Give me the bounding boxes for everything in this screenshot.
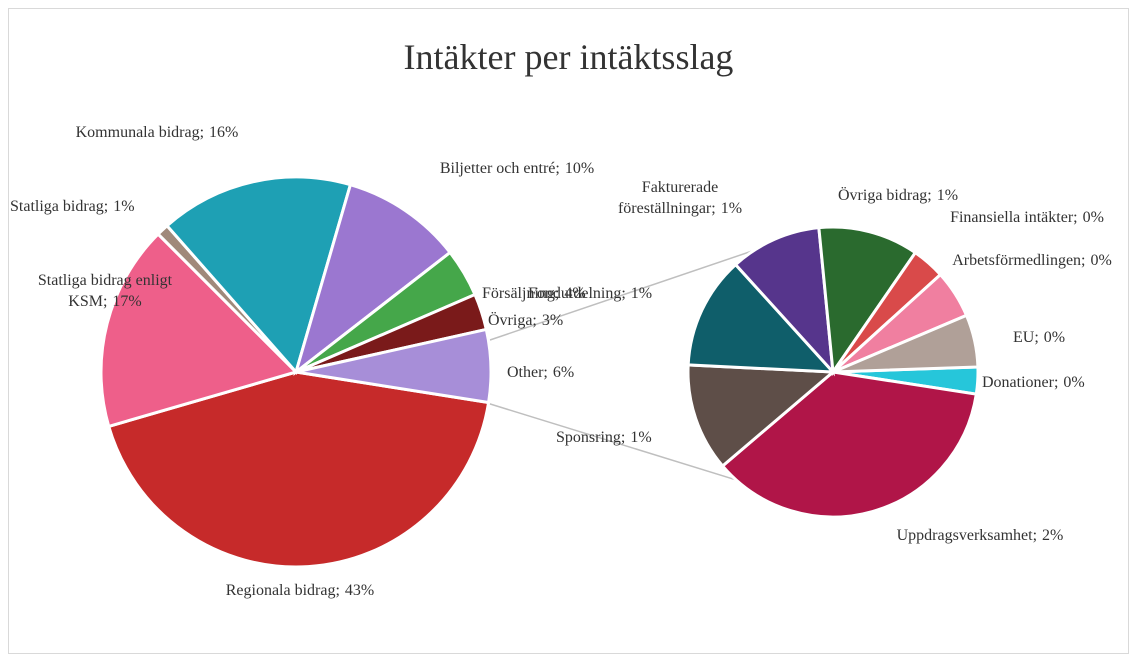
label-category: Övriga bidrag; <box>838 187 932 204</box>
label-value: 0% <box>1082 209 1104 226</box>
label-category: Försäljning; <box>482 285 560 302</box>
label-category: Statliga bidrag; <box>10 198 109 215</box>
data-label: Statliga bidrag; 1% <box>10 196 230 217</box>
data-label: Regionala bidrag; 43% <box>225 580 375 601</box>
label-category: Kommunala bidrag; <box>75 124 205 141</box>
label-category: EU; <box>1013 329 1039 346</box>
label-category: Fondutdelning; <box>528 285 626 302</box>
pie-slice <box>832 313 980 374</box>
label-value: 0% <box>1063 374 1085 391</box>
label-value: 1% <box>113 198 135 215</box>
label-value: 4% <box>564 285 586 302</box>
pie-slice <box>720 370 979 519</box>
data-label: Övriga bidrag; 1% <box>838 185 1038 206</box>
label-value: 0% <box>1043 329 1066 346</box>
label-category: Finansiella intäkter; <box>950 209 1078 226</box>
data-label: Kommunala bidrag; 16% <box>62 122 252 143</box>
label-value: 0% <box>1090 252 1112 269</box>
pie-slice <box>164 175 353 376</box>
label-value: 17% <box>112 293 142 310</box>
data-label: Other; 6% <box>507 362 707 383</box>
data-label: Uppdragsverksamhet; 2% <box>895 525 1065 546</box>
label-category: Övriga; <box>488 312 537 329</box>
data-label: Biljetter och entré; 10% <box>437 158 597 179</box>
pie-slice <box>686 363 837 469</box>
label-value: 1% <box>720 200 743 217</box>
label-value: 1% <box>630 429 652 446</box>
data-label: Sponsring; 1% <box>556 427 756 448</box>
data-label: Statliga bidrag enligt KSM; 17% <box>20 270 190 312</box>
data-label: Övriga; 3% <box>488 310 688 331</box>
data-label: Fakturerade föreställningar; 1% <box>600 177 760 219</box>
label-category: Other; <box>507 364 548 381</box>
data-label: Donationer; 0% <box>982 372 1137 393</box>
label-value: 10% <box>564 160 595 177</box>
label-category: Regionala bidrag; <box>225 582 340 599</box>
label-category: Donationer; <box>982 374 1059 391</box>
label-category: Sponsring; <box>556 429 626 446</box>
label-value: 2% <box>1042 527 1064 544</box>
pie-slice <box>106 370 491 569</box>
data-label: EU; 0% <box>1013 327 1113 348</box>
label-value: 43% <box>344 582 375 599</box>
label-value: 1% <box>630 285 653 302</box>
pie-slice <box>295 327 493 405</box>
label-value: 1% <box>936 187 959 204</box>
label-category: Uppdragsverksamhet; <box>896 527 1038 544</box>
label-value: 16% <box>209 124 239 141</box>
chart-title: Intäkter per intäktsslag <box>403 37 734 77</box>
label-category: Fakturerade föreställningar; <box>617 179 719 217</box>
pie-slice <box>686 262 837 374</box>
label-category: Statliga bidrag enligt KSM; <box>37 272 173 310</box>
label-value: 6% <box>552 364 575 381</box>
data-label: Arbetsförmedlingen; 0% <box>947 250 1117 271</box>
label-category: Arbetsförmedlingen; <box>952 252 1086 269</box>
data-label: Försäljning; 4% <box>482 283 682 304</box>
label-value: 3% <box>541 312 564 329</box>
label-category: Biljetter och entré; <box>439 160 560 177</box>
pie-slice <box>99 231 299 429</box>
pie-slice <box>293 182 453 377</box>
pie-slice <box>733 226 835 377</box>
data-label: Fondutdelning; 1% <box>528 283 728 304</box>
pie-slice <box>817 225 918 377</box>
data-label: Finansiella intäkter; 0% <box>932 207 1122 228</box>
